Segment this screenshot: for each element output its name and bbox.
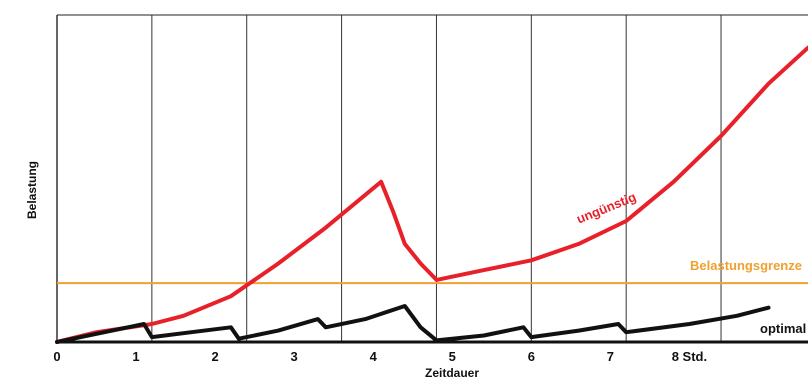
x-tick-label: 8 Std. <box>672 349 707 364</box>
x-tick-label: 4 <box>370 349 378 364</box>
x-tick-label: 0 <box>53 349 60 364</box>
x-tick-label: 7 <box>607 349 614 364</box>
threshold-label: Belastungsgrenze <box>690 258 802 273</box>
series-label-optimal: optimal <box>760 321 806 336</box>
series-line-1 <box>55 304 771 344</box>
series-layer <box>55 45 808 344</box>
x-tick-label: 3 <box>291 349 298 364</box>
x-axis-label: Zeitdauer <box>425 366 479 380</box>
x-tick-label: 5 <box>449 349 456 364</box>
x-tick-label: 1 <box>132 349 139 364</box>
x-tick-label: 6 <box>528 349 535 364</box>
series-line-0 <box>55 45 808 344</box>
x-tick-label: 2 <box>211 349 218 364</box>
y-axis-label: Belastung <box>25 161 39 219</box>
x-tick-labels: 0 1 2 3 4 5 6 7 8 Std. <box>53 349 707 364</box>
grid-lines <box>56 15 722 342</box>
